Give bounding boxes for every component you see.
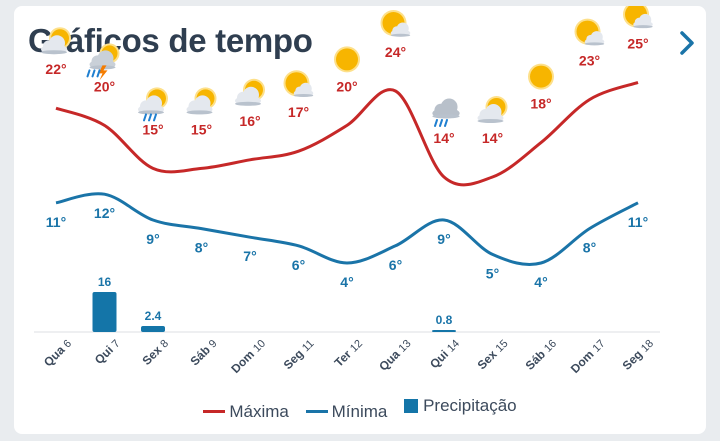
chevron-right-icon[interactable] [674,30,700,56]
legend-item-precip[interactable]: Precipitação [404,396,517,416]
max-temp-label: 23° [579,53,600,69]
rain-cloud-icon [432,98,460,127]
sun-cloud-icon [380,10,411,37]
sun-cloud-icon [283,70,314,97]
legend-swatch-max [203,410,226,413]
x-tick-label: Qui 7 [92,336,123,367]
partly-cloudy-icon [235,78,265,106]
max-temp-label: 14° [482,130,503,146]
precip-bar[interactable] [432,330,456,332]
min-temp-label: 11° [628,214,648,230]
legend-label-min: Mínima [331,401,388,421]
sun-cloud-icon [623,6,653,29]
min-temp-label: 5° [486,265,499,281]
x-tick-label: Seg 18 [620,336,656,372]
max-temp-label: 24° [385,44,406,60]
precip-label: 2.4 [145,309,162,323]
partly-cloudy-icon [477,96,508,123]
x-tick-label: Qua 13 [376,336,413,373]
max-temp-label: 17° [288,104,309,120]
legend-item-min[interactable]: Mínima [305,401,388,422]
max-temp-label: 18° [530,96,551,112]
sunny-icon [528,63,554,90]
min-temp-label: 8° [583,240,596,256]
partly-cloudy-icon [186,87,217,115]
max-temp-label: 20° [336,78,357,94]
max-temp-line [55,80,639,187]
precip-bar[interactable] [92,292,117,332]
sunny-icon [334,46,360,73]
max-temp-label: 15° [142,121,163,137]
chart-legend: Máxima Mínima Precipitação [14,396,706,422]
legend-item-max[interactable]: Máxima [203,402,289,422]
x-tick-label: Sex 15 [475,336,511,372]
x-tick-label: Qua 6 [41,336,74,369]
legend-swatch-precip [404,399,419,413]
x-tick-label: Ter 12 [332,336,365,369]
precip-bar[interactable] [141,326,165,332]
max-temp-label: 16° [239,113,260,129]
max-temp-label: 14° [433,130,454,146]
min-temp-line [55,192,639,266]
max-temp-label: 22° [45,61,66,77]
x-tick-label: Sex 8 [139,336,171,368]
x-tick-label: Seg 11 [281,336,317,372]
max-temp-label: 25° [627,35,648,51]
min-temp-label: 4° [534,274,547,290]
legend-label-precip: Precipitação [423,396,517,415]
partly-cloudy-icon [41,27,71,55]
x-tick-label: Sáb 9 [187,336,219,368]
precip-label: 16 [98,275,112,289]
min-temp-label: 6° [389,257,402,273]
precip-label: 0.8 [436,313,453,327]
x-tick-label: Sáb 16 [523,336,559,372]
x-tick-label: Dom 17 [568,336,608,376]
min-temp-label: 8° [195,240,208,256]
weather-chart: 22° 20° 15° 15° 16° 17° 20° 24° 14° 14° 18° 23° 25° 1… [34,6,660,376]
max-temp-label: 15° [191,121,212,137]
legend-label-max: Máxima [229,401,289,421]
rain-sun-icon [138,87,168,122]
max-temp-label: 20° [94,78,115,94]
min-temp-label: 7° [243,248,256,264]
min-temp-label: 9° [437,231,450,247]
x-tick-label: Dom 10 [228,336,268,376]
thunderstorm-icon [86,43,120,81]
min-temp-label: 6° [292,257,305,273]
min-temp-label: 4° [340,274,353,290]
min-temp-label: 12° [94,205,115,221]
min-temp-label: 11° [46,214,66,230]
page-title: Gráficos de tempo [28,22,313,59]
x-tick-label: Qui 14 [427,336,462,371]
min-temp-label: 9° [146,231,159,247]
weather-chart-card: Gráficos de tempo 22° 20° 15° 15° 16° 17° 20° 2… [14,6,706,434]
legend-swatch-min [305,410,328,413]
sun-cloud-icon [574,18,605,46]
